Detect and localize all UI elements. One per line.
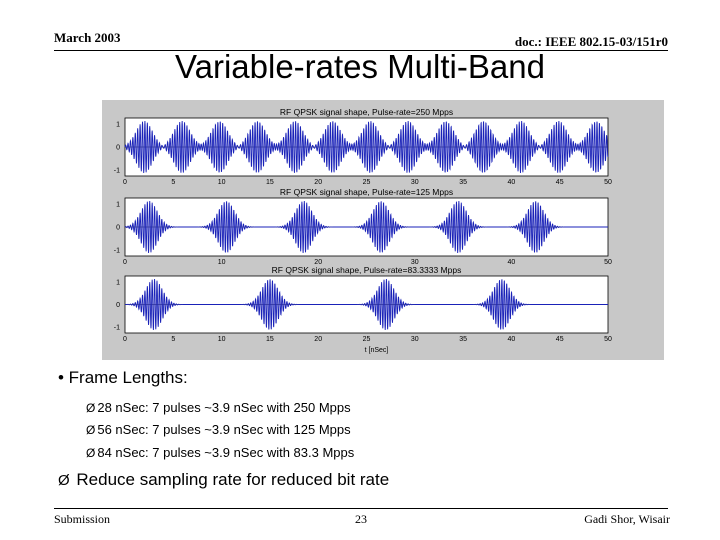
bullet-reduce-rate: Ø Reduce sampling rate for reduced bit r…	[58, 470, 389, 490]
x-tick-label: 50	[604, 179, 612, 186]
y-tick-label: 0	[116, 225, 120, 232]
sub-bullet: Ø 28 nSec: 7 pulses ~3.9 nSec with 250 Mp…	[86, 400, 351, 415]
x-tick-label: 40	[508, 179, 516, 186]
waveform-figure: RF QPSK signal shape, Pulse-rate=250 Mpp…	[102, 100, 664, 360]
y-tick-label: 1	[116, 122, 120, 129]
y-tick-label: -1	[114, 325, 120, 332]
x-tick-label: 15	[266, 336, 274, 343]
y-tick-label: 1	[116, 280, 120, 287]
x-tick-label: 20	[314, 179, 322, 186]
x-tick-label: 45	[556, 336, 564, 343]
x-tick-label: 45	[556, 179, 564, 186]
sub-bullet: Ø 56 nSec: 7 pulses ~3.9 nSec with 125 Mp…	[86, 422, 351, 437]
x-tick-label: 30	[411, 179, 419, 186]
arrow-icon: Ø	[86, 446, 96, 460]
waveform-trace	[124, 279, 608, 330]
y-tick-label: -1	[114, 248, 120, 255]
bullet-reduce-text: Reduce sampling rate for reduced bit rat…	[76, 470, 390, 489]
footer-submission: Submission	[54, 512, 111, 526]
y-tick-label: 1	[116, 202, 120, 209]
header-date: March 2003	[54, 30, 121, 45]
x-tick-label: 35	[459, 179, 467, 186]
header-rule	[54, 50, 668, 51]
x-tick-label: 10	[218, 179, 226, 186]
x-tick-label: 5	[171, 336, 175, 343]
body-text: • Frame Lengths: Ø 28 nSec: 7 pulses ~3.9…	[58, 368, 389, 489]
sub-bullet: Ø 84 nSec: 7 pulses ~3.9 nSec with 83.3 M…	[86, 445, 354, 460]
plot-title: RF QPSK signal shape, Pulse-rate=125 Mpp…	[280, 187, 453, 197]
sub-bullet-text: 84 nSec: 7 pulses ~3.9 nSec with 83.3 Mp…	[97, 445, 355, 460]
x-tick-label: 25	[363, 179, 371, 186]
slide-title: Variable-rates Multi-Band	[175, 48, 545, 85]
x-tick-label: 40	[508, 336, 516, 343]
x-tick-label: 0	[123, 259, 127, 266]
footer-page-number: 23	[355, 512, 367, 526]
bullet-frame-lengths: • Frame Lengths:	[58, 368, 188, 387]
sub-bullet-text: 56 nSec: 7 pulses ~3.9 nSec with 125 Mpp…	[97, 422, 351, 437]
y-tick-label: -1	[114, 168, 120, 175]
arrow-icon: Ø	[58, 472, 70, 489]
waveform-trace	[124, 121, 609, 173]
x-tick-label: 30	[411, 336, 419, 343]
x-tick-label: 15	[266, 179, 274, 186]
waveform-svg: RF QPSK signal shape, Pulse-rate=250 Mpp…	[114, 107, 612, 354]
x-tick-label: 25	[363, 336, 371, 343]
arrow-icon: Ø	[86, 401, 96, 415]
x-tick-label: 40	[508, 259, 516, 266]
waveform-trace	[124, 201, 608, 253]
footer-author: Gadi Shor, Wisair	[584, 512, 670, 526]
x-tick-label: 0	[123, 336, 127, 343]
footer-rule	[54, 508, 668, 509]
header-doc-id: doc.: IEEE 802.15-03/151r0	[514, 34, 668, 49]
x-axis-label: t [nSec]	[365, 347, 389, 354]
y-tick-label: 0	[116, 302, 120, 309]
x-tick-label: 10	[218, 336, 226, 343]
x-tick-label: 50	[604, 259, 612, 266]
plot-title: RF QPSK signal shape, Pulse-rate=83.3333…	[272, 265, 462, 275]
arrow-icon: Ø	[86, 423, 96, 437]
x-tick-label: 5	[171, 179, 175, 186]
x-tick-label: 0	[123, 179, 127, 186]
sub-bullet-text: 28 nSec: 7 pulses ~3.9 nSec with 250 Mpp…	[97, 400, 351, 415]
x-tick-label: 30	[411, 259, 419, 266]
plot-title: RF QPSK signal shape, Pulse-rate=250 Mpp…	[280, 107, 453, 117]
x-tick-label: 10	[218, 259, 226, 266]
y-tick-label: 0	[116, 145, 120, 152]
x-tick-label: 20	[314, 336, 322, 343]
x-tick-label: 35	[459, 336, 467, 343]
x-tick-label: 20	[314, 259, 322, 266]
x-tick-label: 50	[604, 336, 612, 343]
